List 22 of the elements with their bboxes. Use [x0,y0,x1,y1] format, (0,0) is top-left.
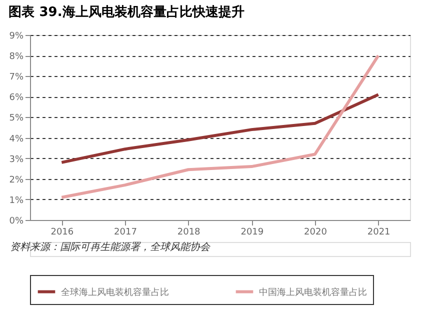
y-tick-label: 5% [9,114,24,124]
x-tick-label: 2017 [114,228,137,238]
x-tick-label: 2021 [367,228,390,238]
y-tick-label: 9% [9,32,24,42]
y-tick-label: 1% [9,196,24,206]
y-tick-label: 3% [9,154,24,165]
y-tick-label: 4% [9,134,24,144]
x-tick-label: 2018 [177,228,201,238]
y-tick-label: 0% [9,216,24,226]
line-series [60,54,380,199]
y-tick-label: 8% [9,52,24,62]
legend-label: 中国海上风电装机容量占比 [259,286,367,298]
y-tick-label: 7% [9,72,24,83]
chart-title: 图表 39.海上风电装机容量占比快速提升 [8,4,244,20]
text: 资料来源：国际可再生能源署，全球风能协会 [10,241,211,253]
x-tick-label: 2020 [304,228,328,238]
legend-label: 全球海上风电装机容量占比 [61,286,169,298]
x-tick-label: 2016 [50,228,74,238]
y-tick-label: 6% [9,93,24,104]
y-tick-label: 2% [9,175,24,186]
x-tick-label: 2019 [240,228,264,238]
line-series [60,93,380,164]
